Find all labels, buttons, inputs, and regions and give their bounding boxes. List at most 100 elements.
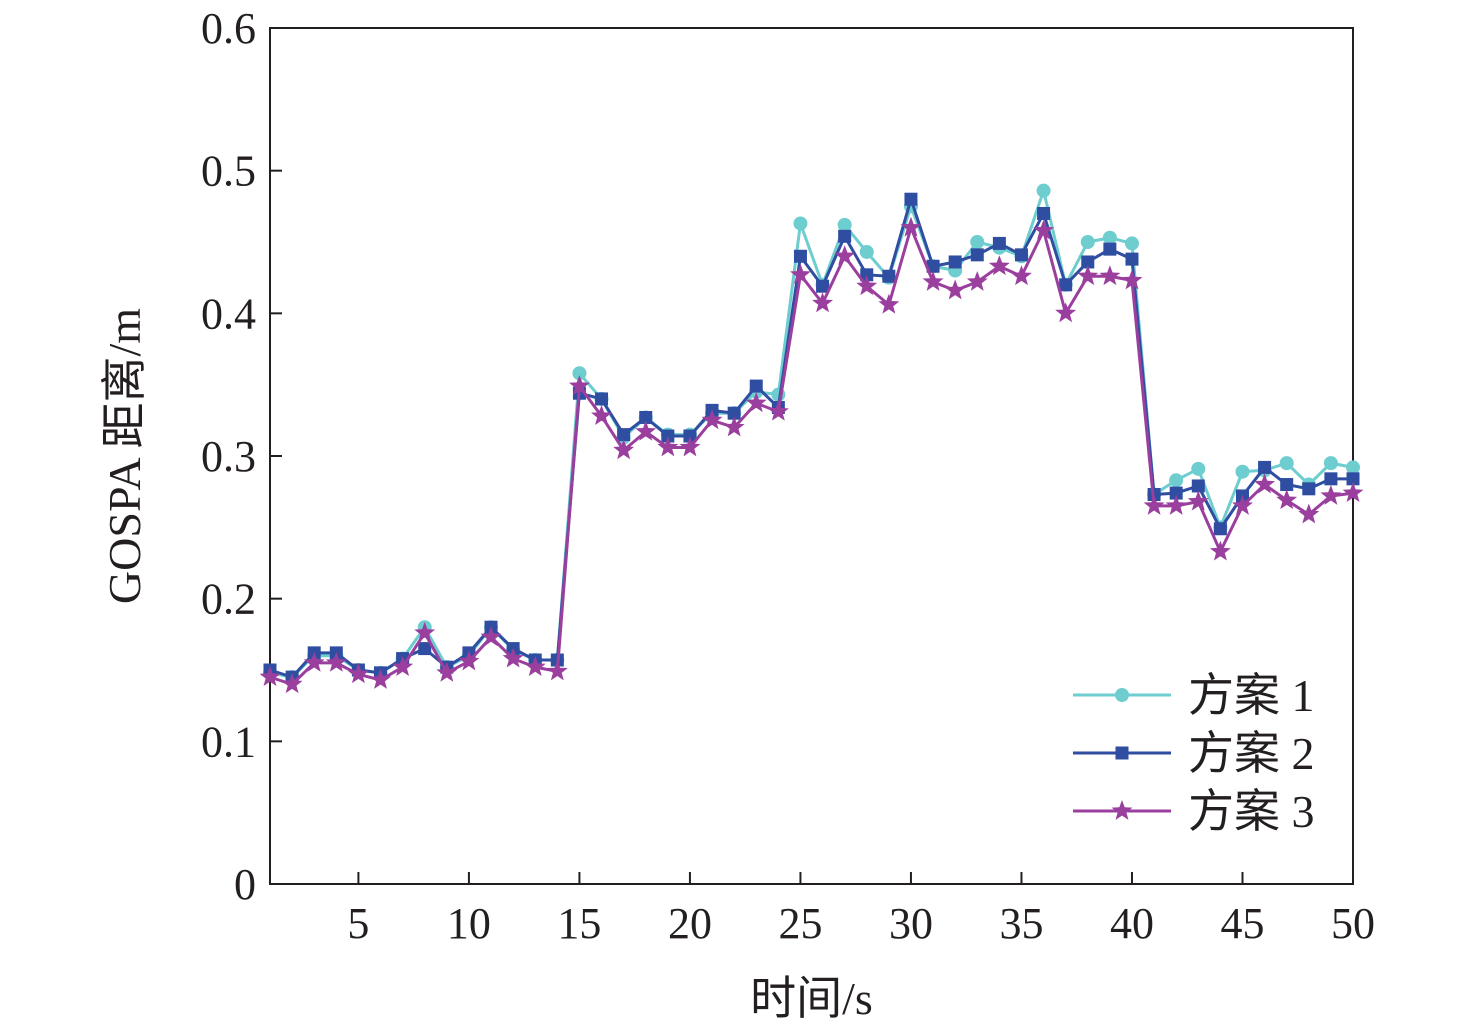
data-point	[1037, 206, 1051, 220]
data-point	[1346, 460, 1360, 475]
legend-label: 方案 1	[1188, 670, 1315, 721]
legend-label: 方案 2	[1188, 728, 1315, 779]
x-axis-title: 时间/s	[750, 973, 873, 1024]
legend-entry-3: 方案 3	[1073, 786, 1315, 837]
data-point	[657, 436, 679, 457]
data-point	[878, 293, 900, 314]
data-point	[789, 263, 811, 284]
y-axis-title: GOSPA 距离/m	[99, 308, 150, 604]
series-2	[263, 192, 1360, 684]
data-point	[1258, 460, 1272, 474]
data-point	[767, 400, 789, 421]
y-tick-label: 0.4	[201, 289, 256, 338]
data-point	[922, 270, 944, 291]
data-point	[926, 259, 940, 273]
data-point	[1191, 461, 1206, 476]
data-point	[1036, 183, 1051, 198]
data-point	[966, 270, 988, 291]
data-point	[1169, 473, 1184, 488]
data-point	[701, 409, 723, 430]
data-point	[793, 216, 808, 231]
y-tick-label: 0.6	[201, 4, 256, 53]
data-point	[970, 235, 985, 249]
data-point	[723, 416, 745, 437]
data-point	[1102, 230, 1117, 245]
data-point	[418, 642, 432, 656]
data-point	[1169, 486, 1183, 500]
x-tick-label: 50	[1331, 899, 1375, 948]
data-point	[948, 255, 962, 269]
data-point	[303, 651, 325, 672]
data-point	[1346, 472, 1360, 486]
data-point	[745, 392, 767, 413]
series-3	[259, 216, 1364, 694]
data-point	[595, 392, 609, 406]
data-point	[325, 651, 347, 672]
x-tick-label: 40	[1110, 899, 1154, 948]
x-tick-label: 35	[999, 899, 1043, 948]
data-point	[392, 656, 414, 677]
data-point	[1033, 219, 1055, 240]
legend-entry-1: 方案 1	[1073, 670, 1315, 721]
data-point	[1209, 540, 1231, 561]
legend-marker	[1115, 688, 1129, 702]
data-point	[546, 660, 568, 681]
data-point	[370, 668, 391, 689]
data-point	[347, 663, 369, 684]
x-tick-label: 5	[347, 899, 369, 948]
data-point	[1103, 242, 1117, 256]
data-point	[1125, 252, 1139, 266]
y-tick-label: 0.1	[201, 717, 256, 766]
data-point	[591, 405, 612, 425]
data-point	[856, 275, 878, 296]
data-point	[1302, 482, 1316, 496]
data-point	[970, 248, 984, 262]
y-tick-label: 0.3	[201, 432, 256, 481]
data-point	[524, 656, 546, 677]
data-point	[639, 410, 653, 424]
legend-entry-2: 方案 2	[1073, 728, 1315, 779]
data-point	[1080, 235, 1095, 249]
data-point	[1232, 494, 1253, 515]
data-point	[1165, 494, 1187, 515]
data-point	[635, 420, 657, 441]
y-tick-label: 0	[234, 860, 256, 909]
data-point	[1081, 255, 1095, 269]
data-point	[1187, 490, 1209, 511]
y-tick-label: 0.5	[201, 147, 256, 196]
data-point	[727, 406, 741, 420]
data-point	[502, 647, 524, 668]
data-point	[1011, 265, 1032, 286]
x-tick-label: 10	[447, 899, 491, 948]
x-tick-label: 45	[1220, 899, 1264, 948]
data-point	[1077, 265, 1099, 286]
series-line	[269, 197, 1353, 679]
data-point	[661, 429, 675, 443]
data-point	[281, 673, 303, 694]
y-tick-label: 0.2	[201, 575, 256, 624]
data-point	[834, 245, 856, 266]
legend-label: 方案 3	[1188, 786, 1315, 837]
data-point	[816, 279, 830, 293]
data-point	[1235, 464, 1250, 479]
series-line	[269, 226, 1354, 686]
data-point	[1143, 494, 1165, 515]
data-point	[1099, 265, 1121, 286]
data-point	[679, 436, 701, 457]
data-point	[1276, 489, 1298, 510]
data-point	[1213, 522, 1227, 536]
data-point	[882, 269, 896, 283]
data-point	[568, 375, 590, 395]
data-point	[988, 255, 1010, 276]
data-point	[458, 650, 480, 671]
data-point	[1124, 236, 1139, 251]
data-point	[617, 428, 631, 442]
data-point	[436, 661, 458, 682]
data-point	[1059, 278, 1073, 292]
data-point	[944, 279, 966, 300]
data-point	[900, 216, 922, 237]
data-point	[1121, 269, 1143, 290]
data-point	[860, 268, 874, 282]
data-point	[838, 229, 852, 243]
